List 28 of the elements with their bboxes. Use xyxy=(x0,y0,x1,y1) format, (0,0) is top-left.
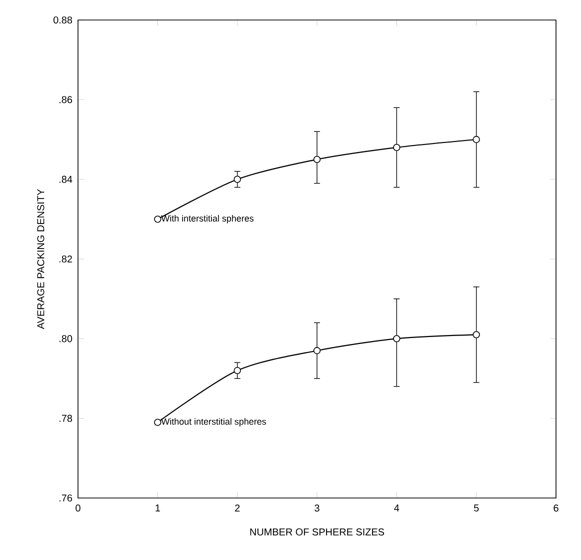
y-tick-label: .84 xyxy=(60,176,72,183)
point xyxy=(472,331,480,338)
point xyxy=(393,144,400,152)
point xyxy=(393,335,400,342)
x-tick-label: 0 xyxy=(76,504,80,512)
y-axis-title: AVERAGE PACKING DENSITY xyxy=(37,189,44,330)
point xyxy=(472,136,480,144)
series-label: Without interstitial spheres xyxy=(161,418,266,426)
point xyxy=(154,418,162,426)
y-tick-label: .82 xyxy=(60,255,72,263)
y-tick-label: 0.88 xyxy=(53,16,72,24)
series-label: With interstitial spheres xyxy=(161,214,254,224)
x-tick-label: 1 xyxy=(156,504,160,512)
x-tick-label: 6 xyxy=(554,504,558,512)
point xyxy=(234,366,241,374)
x-tick-label: 4 xyxy=(394,504,400,512)
point xyxy=(154,216,162,223)
x-axis-title: NUMBER OF SPHERE SIZES xyxy=(250,528,384,536)
x-tick-label: 3 xyxy=(314,504,320,512)
x-tick-label: 2 xyxy=(235,504,240,512)
point xyxy=(313,347,321,354)
y-tick-label: .80 xyxy=(60,335,72,342)
point xyxy=(313,156,321,163)
y-tick-label: .86 xyxy=(60,96,72,104)
point xyxy=(234,176,241,183)
y-tick-label: .78 xyxy=(60,414,72,422)
y-tick-label: .76 xyxy=(60,494,72,502)
x-tick-label: 5 xyxy=(474,504,479,512)
